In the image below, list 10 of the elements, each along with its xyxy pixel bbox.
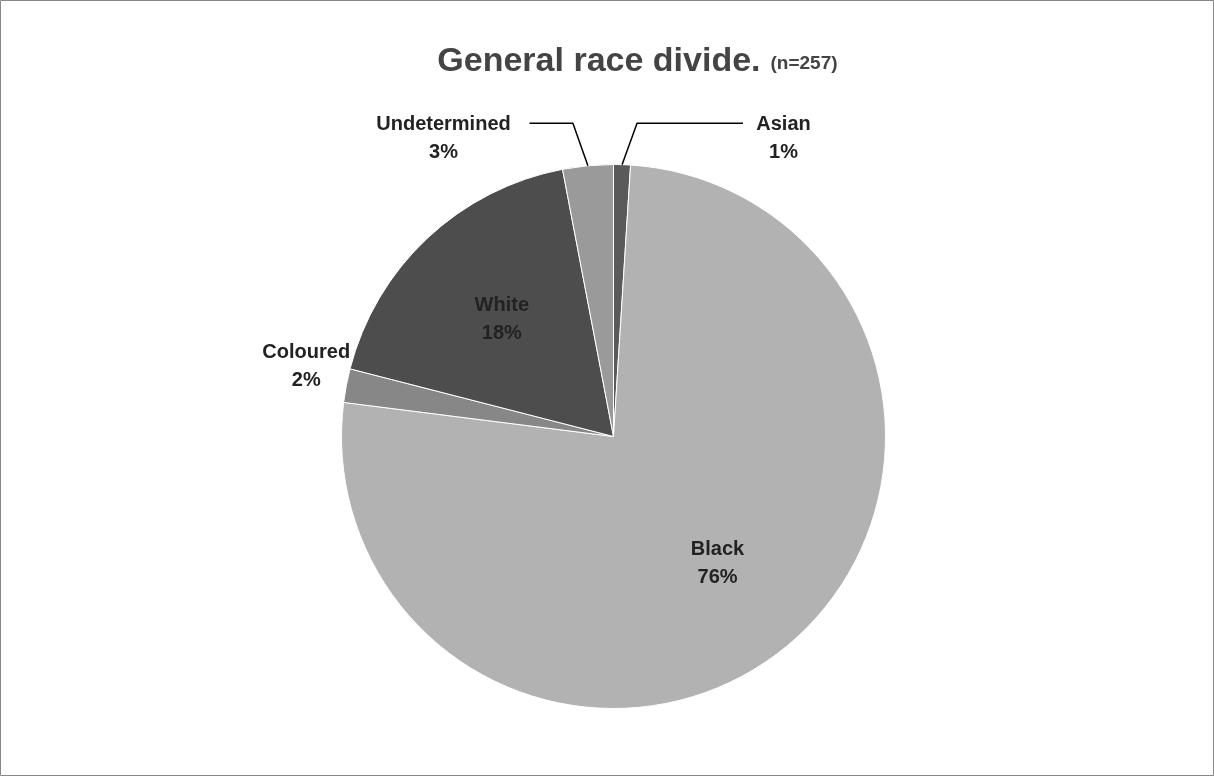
slice-label: Asian: [756, 112, 811, 135]
slice-label: Undetermined: [376, 112, 511, 135]
slice-label: Coloured: [262, 340, 351, 363]
data-label: 1%: [769, 140, 799, 163]
data-label: 2%: [291, 368, 321, 391]
data-label: 76%: [697, 565, 738, 588]
chart-title: General race divide.: [437, 39, 761, 78]
chart-subtitle: (n=257): [770, 52, 838, 73]
slice-label: Black: [690, 537, 746, 560]
data-label: 3%: [429, 140, 459, 163]
